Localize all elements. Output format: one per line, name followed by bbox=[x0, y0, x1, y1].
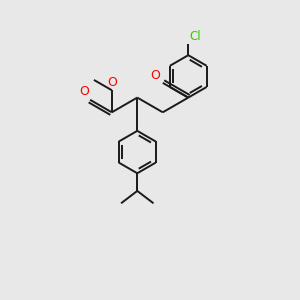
Text: O: O bbox=[151, 69, 160, 82]
Text: O: O bbox=[79, 85, 88, 98]
Text: Cl: Cl bbox=[190, 30, 201, 43]
Text: O: O bbox=[107, 76, 117, 89]
